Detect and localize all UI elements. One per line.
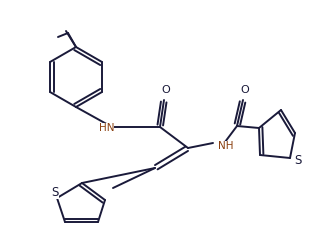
- Text: HN: HN: [99, 123, 114, 133]
- Text: O: O: [241, 85, 249, 95]
- Text: S: S: [294, 153, 301, 166]
- Text: NH: NH: [218, 141, 233, 151]
- Text: S: S: [51, 185, 59, 199]
- Text: O: O: [162, 85, 170, 95]
